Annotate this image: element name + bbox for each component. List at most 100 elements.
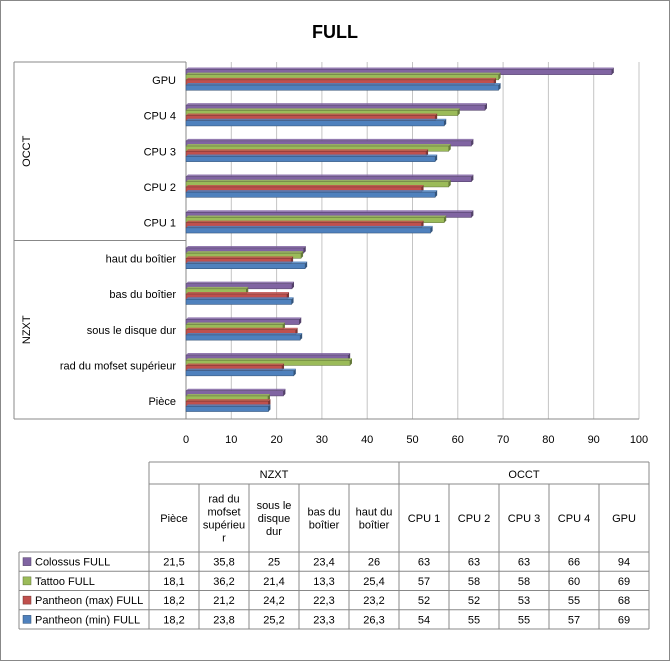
table-cell: 21,2 xyxy=(213,595,234,607)
table-cell: 55 xyxy=(468,614,480,626)
table-cell: 53 xyxy=(518,595,530,607)
group-label-nzxt: NZXT xyxy=(21,315,33,344)
bar-top xyxy=(186,327,298,330)
table-cell: 58 xyxy=(468,576,480,588)
table-cell: 69 xyxy=(618,614,630,626)
bar-side xyxy=(292,281,295,289)
bar-pantheon-min-full-sous-le-disque-dur xyxy=(185,334,301,341)
table-cell: 66 xyxy=(568,557,580,569)
bar-top xyxy=(186,67,614,70)
bar-top xyxy=(186,404,271,407)
table-cell: 35,8 xyxy=(213,557,234,569)
bar-pantheon-min-full-gpu xyxy=(185,84,499,91)
bar-top xyxy=(186,210,474,213)
legend-swatch-colossus-full xyxy=(22,557,32,566)
bar-pantheon-min-full-cpu-3 xyxy=(185,156,436,162)
table-cell: 60 xyxy=(568,576,580,588)
bar-top xyxy=(186,174,474,177)
legend-swatch-pantheon-min-full xyxy=(22,615,32,624)
bar-pantheon-min-full-rad-du-mofset-sup-rieur xyxy=(185,370,295,377)
bar-side xyxy=(444,118,447,126)
table-cell: 52 xyxy=(418,595,430,607)
bar-side xyxy=(484,103,487,111)
table-column-header: sous le disque dur xyxy=(257,500,292,538)
table-column-header: CPU 4 xyxy=(558,513,590,525)
bar-top xyxy=(186,72,501,75)
table-cell: 23,8 xyxy=(213,614,234,626)
bar-side xyxy=(283,388,286,396)
table-cell: 25 xyxy=(268,557,280,569)
group-label-occt: OCCT xyxy=(21,135,33,166)
bar-top xyxy=(186,261,308,264)
category-label: GPU xyxy=(152,75,176,87)
bar-side xyxy=(268,404,271,412)
bar-side xyxy=(444,215,447,223)
bar-top xyxy=(186,281,295,284)
category-label: CPU 2 xyxy=(144,182,176,194)
bar-pantheon-min-full-cpu-2 xyxy=(185,191,436,198)
table-group-header-nzxt: NZXT xyxy=(260,469,289,481)
bar-pantheon-min-full-cpu-4 xyxy=(185,120,445,127)
bar-top xyxy=(186,292,290,295)
table-column-header: CPU 3 xyxy=(508,513,540,525)
table-cell: 52 xyxy=(468,595,480,607)
table-cell: 21,5 xyxy=(163,557,184,569)
bar-side xyxy=(435,190,438,198)
bar-side xyxy=(471,210,474,218)
bar-side xyxy=(301,251,304,259)
bar-top xyxy=(186,154,438,157)
bar-top xyxy=(186,322,285,325)
bar-top xyxy=(186,393,270,396)
table-cell: 23,4 xyxy=(313,557,334,569)
table-cell: 36,2 xyxy=(213,576,234,588)
category-label: CPU 4 xyxy=(144,111,176,123)
category-label: bas du boîtier xyxy=(109,289,176,301)
bar-top xyxy=(186,108,460,111)
bar-pantheon-min-full-haut-du-bo-tier xyxy=(185,263,306,269)
table-column-header: rad du mofset supérieu r xyxy=(203,494,245,545)
x-tick-label: 70 xyxy=(497,434,509,446)
bar-side xyxy=(457,108,460,116)
table-group-header-occt: OCCT xyxy=(508,469,539,481)
table-column-header: GPU xyxy=(612,513,636,525)
x-tick-label: 10 xyxy=(225,434,237,446)
table-cell: 55 xyxy=(568,595,580,607)
category-label: sous le disque dur xyxy=(87,325,177,337)
bar-top xyxy=(186,286,249,289)
legend-swatch-tattoo-full xyxy=(22,576,32,586)
bar-top xyxy=(186,184,424,187)
table-cell: 25,2 xyxy=(263,614,284,626)
table-cell: 23,2 xyxy=(363,595,384,607)
bar-side xyxy=(291,297,294,305)
table-cell: 69 xyxy=(618,576,630,588)
bar-top xyxy=(186,83,501,86)
bar-pantheon-min-full-cpu-1 xyxy=(185,227,431,234)
bar-pantheon-min-full-bas-du-bo-tier xyxy=(185,299,292,305)
table-cell: 57 xyxy=(568,614,580,626)
table-cell: 63 xyxy=(468,557,480,569)
bar-top xyxy=(186,245,306,248)
table-cell: 54 xyxy=(418,614,430,626)
legend-label-pantheon-max-full: Pantheon (max) FULL xyxy=(35,595,143,607)
bar-top xyxy=(186,144,451,147)
bar-top xyxy=(186,388,286,391)
x-tick-label: 30 xyxy=(316,434,328,446)
bar-top xyxy=(186,317,302,320)
table-cell: 26 xyxy=(368,557,380,569)
table-cell: 23,3 xyxy=(313,614,334,626)
bar-pantheon-min-full-pi-ce xyxy=(185,406,269,412)
category-label: CPU 1 xyxy=(144,218,176,230)
bar-top xyxy=(186,368,296,371)
bar-side xyxy=(305,261,308,269)
table-cell: 18,2 xyxy=(163,595,184,607)
table-cell: 22,3 xyxy=(313,595,334,607)
table-column-header: Pièce xyxy=(160,513,188,525)
table-column-header: CPU 2 xyxy=(458,513,490,525)
bar-side xyxy=(448,144,451,152)
bar-top xyxy=(186,149,429,152)
bar-side xyxy=(498,83,501,91)
bar-side xyxy=(435,154,438,162)
x-tick-label: 80 xyxy=(542,434,554,446)
bar-side xyxy=(303,245,306,254)
